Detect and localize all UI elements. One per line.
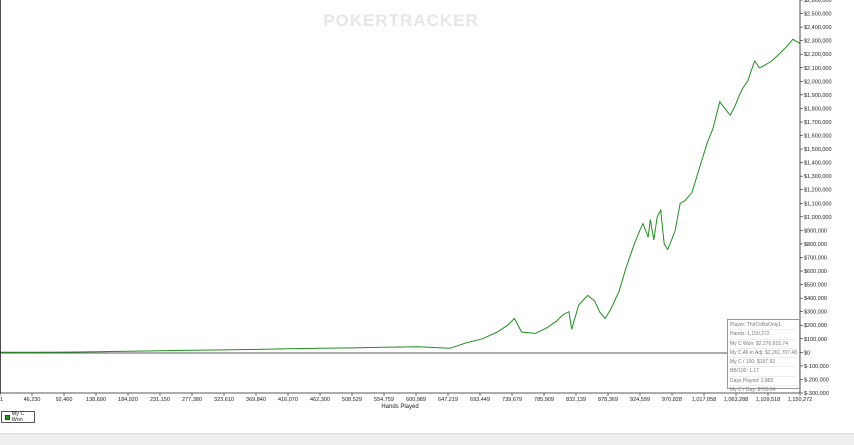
y-tick-label: $0: [804, 350, 810, 356]
x-axis-title: Hands Played: [381, 404, 418, 410]
x-tick-label: 1,109,518: [756, 397, 780, 403]
y-tick-label: $900,000: [804, 228, 827, 234]
x-tick-label: 832,139: [566, 397, 586, 403]
x-tick-label: 462,300: [310, 397, 330, 403]
y-axis: $2,600,000 $2,500,000 $2,400,000 $2,300,000…: [800, 0, 832, 397]
x-tick-label: 416,070: [278, 397, 298, 403]
y-tick-label: $2,500,000: [804, 12, 832, 18]
info-player: Player: ThirCoBaOnly1: [730, 321, 797, 331]
y-tick-label: $2,600,000: [804, 0, 832, 4]
x-tick-label: 739,679: [502, 397, 522, 403]
y-tick-label: $400,000: [804, 296, 827, 302]
x-tick-label: 369,840: [246, 397, 266, 403]
legend-swatch: [5, 414, 10, 420]
x-tick-label: 970,828: [662, 397, 682, 403]
info-hands: Hands: 1,150,272: [730, 330, 797, 340]
x-tick-label: 184,920: [118, 397, 138, 403]
y-tick-label: $1,200,000: [804, 188, 832, 194]
info-per-day: My C / Day: $789.94: [730, 387, 776, 394]
y-tick-label: $1,300,000: [804, 174, 832, 180]
x-tick-label: 46,230: [24, 397, 41, 403]
y-tick-label: $300,000: [804, 310, 827, 316]
y-tick-label: $200,000: [804, 323, 827, 329]
y-tick-label: $800,000: [804, 242, 827, 248]
series-line-my-c-won: [0, 38, 801, 353]
y-tick-label: $2,200,000: [804, 52, 832, 58]
x-tick-label: 231,150: [150, 397, 170, 403]
y-tick-label: $1,800,000: [804, 106, 832, 112]
y-tick-label: $500,000: [804, 283, 827, 289]
x-tick-label: 878,369: [598, 397, 618, 403]
x-tick-label: 92,460: [56, 397, 73, 403]
y-tick-label: $2,300,000: [804, 39, 832, 45]
x-tick-label: 924,599: [630, 397, 650, 403]
x-tick-label: 1,150,272: [788, 397, 812, 403]
y-tick-label: $1,600,000: [804, 134, 832, 140]
x-tick-label: 1,017,058: [692, 397, 716, 403]
watermark: POKERTRACKER: [323, 11, 479, 30]
x-tick-label: 785,909: [534, 397, 554, 403]
x-tick-label: 1: [0, 397, 3, 403]
y-tick-label: $1,000,000: [804, 215, 832, 221]
info-days: Days Played: 2,882: [730, 377, 797, 387]
y-tick-label: $1,100,000: [804, 201, 832, 207]
legend-label: My C Won: [11, 411, 25, 423]
x-tick-label: 323,610: [214, 397, 234, 403]
x-tick-label: 277,380: [182, 397, 202, 403]
y-tick-label: $2,100,000: [804, 66, 832, 72]
x-tick-label: 693,449: [470, 397, 490, 403]
y-tick-label: $1,400,000: [804, 161, 832, 167]
y-tick-label: $1,500,000: [804, 147, 832, 153]
x-tick-label: 138,690: [86, 397, 106, 403]
info-bb-100: BB/100: 1.17: [730, 367, 797, 377]
y-tick-label: $600,000: [804, 269, 827, 275]
info-allin-adj: My C All-in Adj: $2,261,707.48: [730, 349, 797, 359]
legend[interactable]: My C Won: [1, 411, 35, 423]
y-tick-label: $-100,000: [804, 364, 829, 370]
x-tick-label: 554,759: [374, 397, 394, 403]
y-tick-label: $-200,000: [804, 377, 829, 383]
info-won: My C Won: $2,276,615.74: [730, 340, 797, 349]
y-tick-label: $2,000,000: [804, 79, 832, 85]
y-tick-label: $2,400,000: [804, 25, 832, 31]
stats-info-box: Player: ThirCoBaOnly1 Hands: 1,150,272 M…: [727, 319, 800, 393]
x-tick-label: 600,989: [406, 397, 426, 403]
bottom-bar: [0, 433, 854, 445]
y-tick-label: $1,700,000: [804, 120, 832, 126]
y-tick-label: $100,000: [804, 337, 827, 343]
x-tick-label: 647,219: [438, 397, 458, 403]
x-tick-label: 508,529: [342, 397, 362, 403]
y-tick-label: $1,900,000: [804, 93, 832, 99]
info-per-100: My C / 100: $197.92: [730, 358, 797, 368]
x-axis: 1 46,230 92,460 138,690 184,920 231,150 277,38…: [0, 393, 812, 403]
y-tick-label: $-300,000: [804, 391, 829, 397]
y-tick-label: $700,000: [804, 255, 827, 261]
x-tick-label: 1,063,288: [724, 397, 748, 403]
